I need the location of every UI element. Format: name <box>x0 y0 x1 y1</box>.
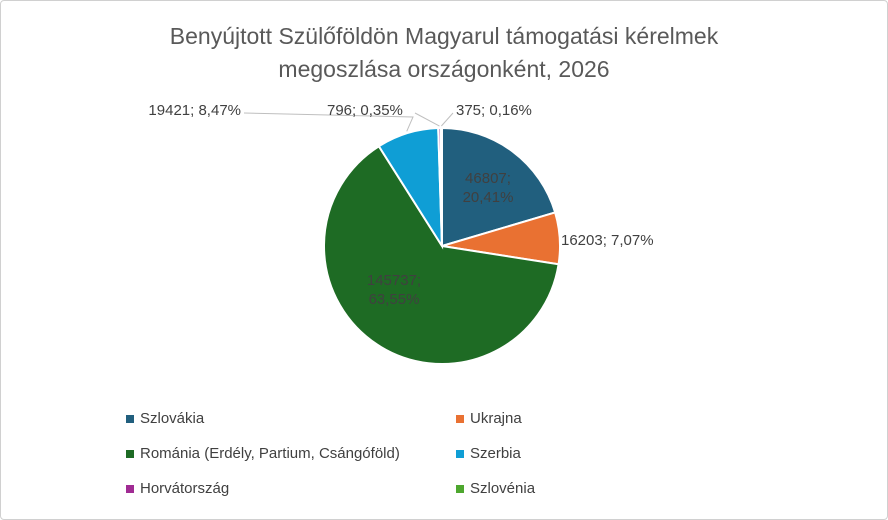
data-label: 375; 0,16% <box>456 102 532 119</box>
legend-swatch <box>456 414 464 423</box>
legend-label: Horvátország <box>140 480 230 497</box>
legend-label: Ukrajna <box>470 410 522 427</box>
legend-swatch <box>126 449 134 458</box>
legend-swatch <box>126 484 134 493</box>
legend-label: Románia (Erdély, Partium, Csángóföld) <box>140 445 400 462</box>
chart-title: Benyújtott Szülőföldön Magyarul támogatá… <box>169 23 719 49</box>
data-label: 19421; 8,47% <box>148 102 241 119</box>
legend-swatch <box>126 414 134 423</box>
legend-entry: Szlovénia <box>456 480 535 497</box>
legend-entry: Szlovákia <box>126 410 204 427</box>
leader-line <box>243 112 414 132</box>
chart-title: megoszlása országonként, 2026 <box>278 56 610 82</box>
legend-entry: Szerbia <box>456 445 521 462</box>
pie-slice <box>439 126 443 247</box>
data-label: 145737; 63,55% <box>366 272 422 308</box>
legend-entry: Horvátország <box>126 480 229 497</box>
pie-slice <box>323 144 560 365</box>
leader-line <box>441 112 454 127</box>
data-label: 16203; 7,07% <box>561 232 654 249</box>
legend-swatch <box>456 449 464 458</box>
legend-swatch <box>456 484 464 493</box>
legend-label: Szlovákia <box>140 410 205 427</box>
legend-entry: Ukrajna <box>456 410 522 427</box>
data-label: 796; 0,35% <box>327 102 403 119</box>
leader-line <box>414 112 440 127</box>
legend-label: Szlovénia <box>470 480 536 497</box>
data-label: 46807; 20,41% <box>462 170 514 206</box>
pie-slice <box>441 126 557 248</box>
legend-entry: Románia (Erdély, Partium, Csángóföld) <box>126 445 400 462</box>
legend-label: Szerbia <box>470 445 521 462</box>
